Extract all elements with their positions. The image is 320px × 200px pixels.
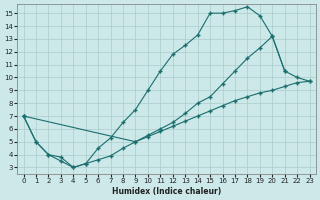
X-axis label: Humidex (Indice chaleur): Humidex (Indice chaleur) bbox=[112, 187, 221, 196]
